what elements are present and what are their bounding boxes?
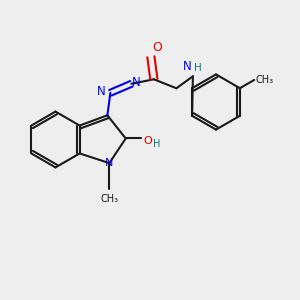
Text: O: O (144, 136, 152, 146)
Text: CH₃: CH₃ (256, 75, 274, 85)
Text: N: N (105, 158, 113, 168)
Text: N: N (97, 85, 106, 98)
Text: O: O (152, 41, 162, 54)
Text: H: H (194, 63, 202, 73)
Text: CH₃: CH₃ (100, 194, 118, 204)
Text: N: N (132, 76, 141, 89)
Text: H: H (153, 139, 160, 149)
Text: N: N (183, 60, 191, 73)
